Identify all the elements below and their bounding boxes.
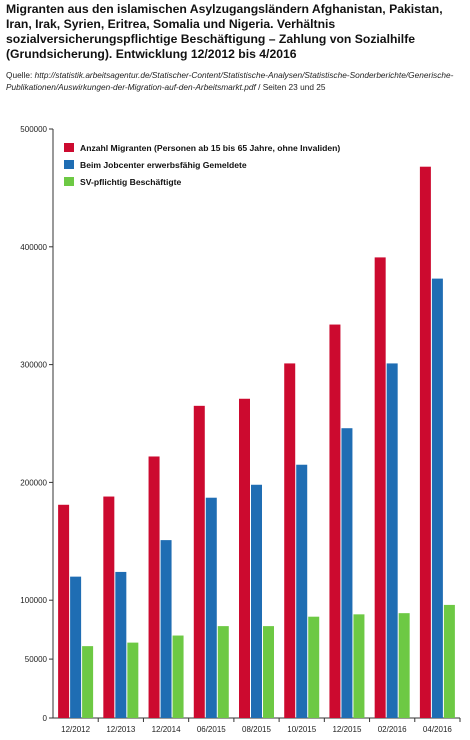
bar [263, 626, 274, 718]
y-tick-label: 500000 [20, 125, 47, 134]
x-tick-label: 04/2016 [423, 725, 452, 734]
y-tick-label: 0 [43, 714, 48, 723]
bar [431, 278, 443, 718]
bar [443, 604, 455, 718]
bar [329, 324, 341, 718]
x-tick-label: 10/2015 [287, 725, 316, 734]
y-tick-label: 300000 [20, 361, 47, 370]
bar [103, 496, 115, 718]
y-tick-label: 100000 [20, 596, 47, 605]
bars [58, 166, 455, 718]
x-tick-label: 08/2015 [242, 725, 271, 734]
legend: Anzahl Migranten (Personen ab 15 bis 65 … [64, 143, 340, 187]
source-suffix: / Seiten 23 und 25 [255, 82, 326, 92]
legend-swatch [64, 160, 74, 169]
x-tick-label: 12/2015 [332, 725, 361, 734]
bar [239, 398, 250, 718]
bar [296, 464, 308, 718]
bar [419, 166, 431, 718]
x-tick-label: 12/2014 [152, 725, 181, 734]
bar [70, 576, 82, 718]
x-tick-label: 02/2016 [378, 725, 407, 734]
bar [82, 646, 94, 718]
source-url: http://statistik.arbeitsagentur.de/Stati… [6, 70, 454, 92]
bar [398, 613, 410, 718]
bar [284, 363, 296, 718]
bar [58, 504, 70, 718]
bar [148, 456, 160, 718]
bar [172, 635, 184, 718]
source-prefix: Quelle: [6, 70, 35, 80]
source-note: Quelle: http://statistik.arbeitsagentur.… [6, 69, 466, 93]
bar [374, 257, 386, 718]
legend-swatch [64, 177, 74, 186]
y-tick-label: 200000 [20, 478, 47, 487]
bar [386, 363, 398, 718]
legend-swatch [64, 143, 74, 152]
bar [217, 626, 229, 718]
legend-label: SV-pflichtig Beschäftigte [80, 177, 181, 187]
bar [127, 642, 139, 718]
x-tick-label: 06/2015 [197, 725, 226, 734]
bar [115, 571, 127, 718]
bar [353, 614, 365, 718]
x-tick-labels: 12/2012 12/2013 12/2014 06/2015 08/2015 10/20… [61, 725, 452, 734]
bar [308, 616, 320, 718]
legend-label: Anzahl Migranten (Personen ab 15 bis 65 … [80, 143, 340, 153]
x-tick-label: 12/2012 [61, 725, 90, 734]
legend-label: Beim Jobcenter erwerbsfähig Gemeldete [80, 160, 247, 170]
y-tick-label: 400000 [20, 243, 47, 252]
bar [205, 497, 217, 718]
bar [251, 484, 262, 718]
bar [193, 405, 205, 718]
y-tick-label: 50000 [25, 655, 48, 664]
chart-title: Migranten aus den islamischen Asylzugang… [6, 2, 443, 61]
x-tick-label: 12/2013 [106, 725, 135, 734]
bar [341, 428, 353, 718]
bar [160, 540, 172, 718]
